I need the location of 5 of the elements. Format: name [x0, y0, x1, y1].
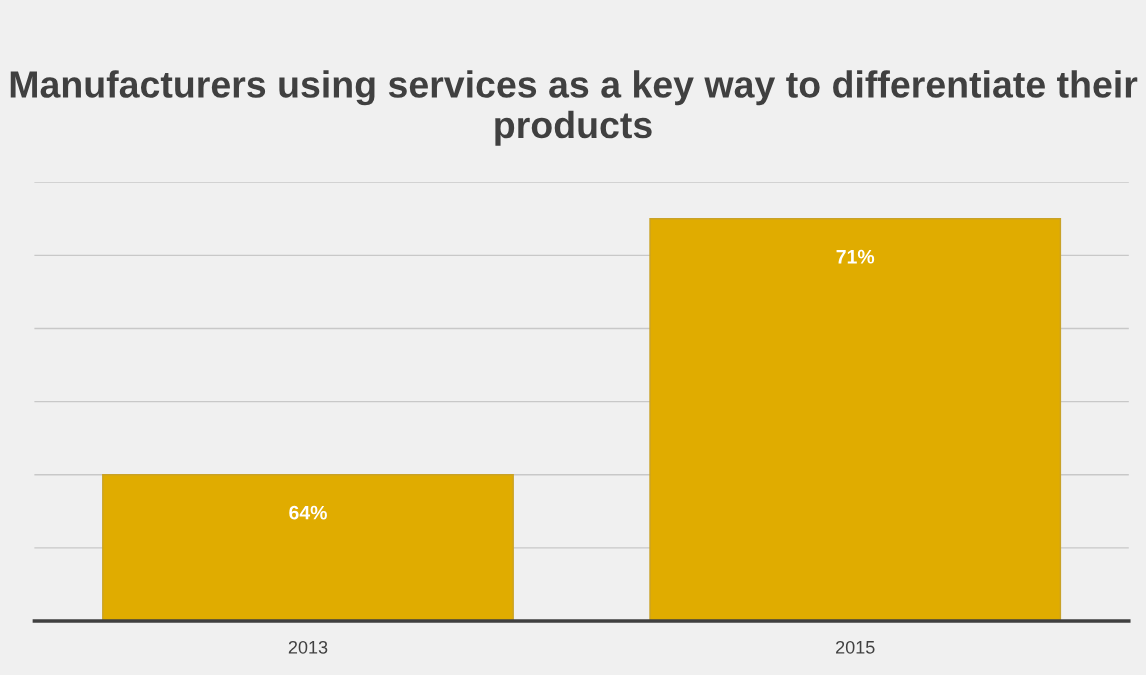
x-tick-label: 2015 [836, 640, 875, 654]
data-label: 64% [289, 505, 327, 520]
chart-title: Manufacturers using services as a key way to differentiate their products [10, 70, 1138, 146]
x-tick-label: 2013 [288, 640, 328, 654]
data-label: 71% [836, 249, 875, 264]
